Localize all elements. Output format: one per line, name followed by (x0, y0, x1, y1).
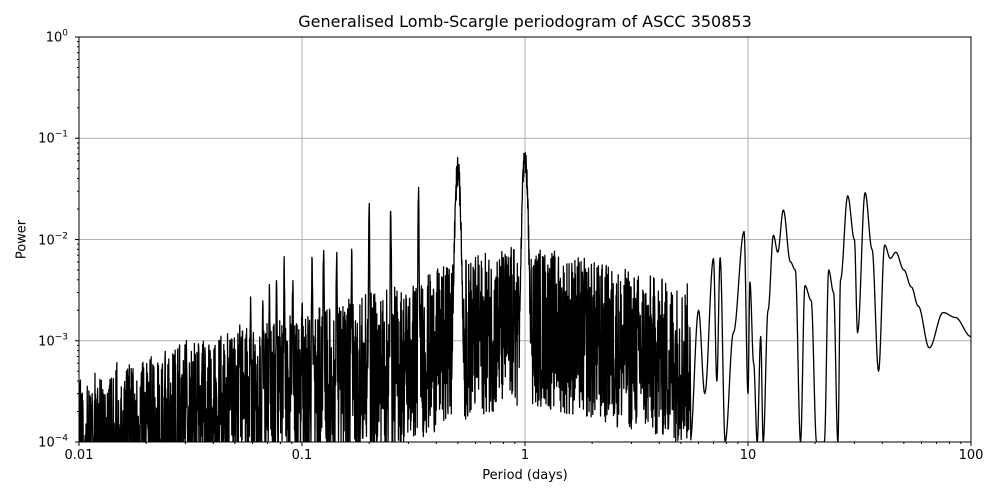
axis-ticks (75, 36, 972, 446)
chart-title: Generalised Lomb-Scargle periodogram of … (298, 12, 752, 31)
power-curve (79, 152, 971, 442)
x-tick-label: 10 (739, 448, 757, 463)
x-axis-label: Period (days) (482, 468, 568, 483)
y-tick-label: 100 (45, 28, 68, 46)
x-tick-label: 1 (520, 448, 530, 463)
y-tick-label: 10−4 (38, 433, 68, 451)
y-tick-label: 10−2 (38, 231, 68, 248)
y-tick-label: 10−1 (38, 129, 68, 147)
x-tick-label: 0.1 (291, 448, 313, 463)
y-tick-label: 10−3 (38, 332, 68, 350)
x-tick-label: 100 (958, 448, 984, 463)
gls-power-line (79, 152, 971, 442)
y-axis-label: Power (14, 219, 30, 260)
grid-lines (78, 36, 972, 443)
x-tick-label: 0.01 (64, 448, 94, 463)
